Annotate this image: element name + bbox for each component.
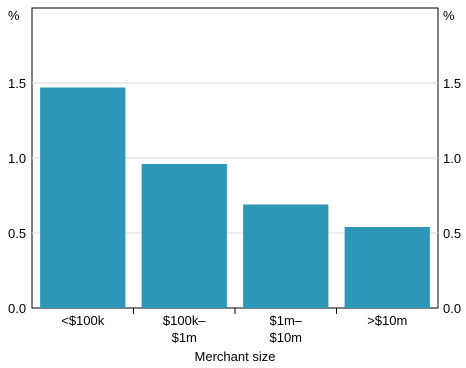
y-tick-label-left: 0.5 [8,226,26,241]
y-tick-label-right: 0.0 [443,301,461,316]
y-tick-label-right: 1.0 [443,151,461,166]
bar [344,227,430,308]
x-axis-title: Merchant size [195,349,276,364]
y-axis-unit-right: % [443,8,455,23]
y-tick-label-right: 1.5 [443,76,461,91]
bar [141,164,227,308]
bar [243,204,329,308]
x-tick-label: $1m– $10m [269,313,302,345]
y-axis-unit-left: % [8,8,20,23]
x-tick-label: $100k– $1m [163,313,206,345]
y-tick-label-left: 0.0 [8,301,26,316]
x-tick-label: <$100k [61,313,105,328]
y-tick-label-left: 1.5 [8,76,26,91]
bars [40,87,430,308]
x-tick-label: >$10m [367,313,407,328]
y-tick-label-right: 0.5 [443,226,461,241]
bar [40,87,126,308]
y-tick-label-left: 1.0 [8,151,26,166]
ticks: 0.0 0.0 0.5 0.5 1.0 1.0 1.5 1.5 <$100k $100k– $1m $… [8,76,461,345]
